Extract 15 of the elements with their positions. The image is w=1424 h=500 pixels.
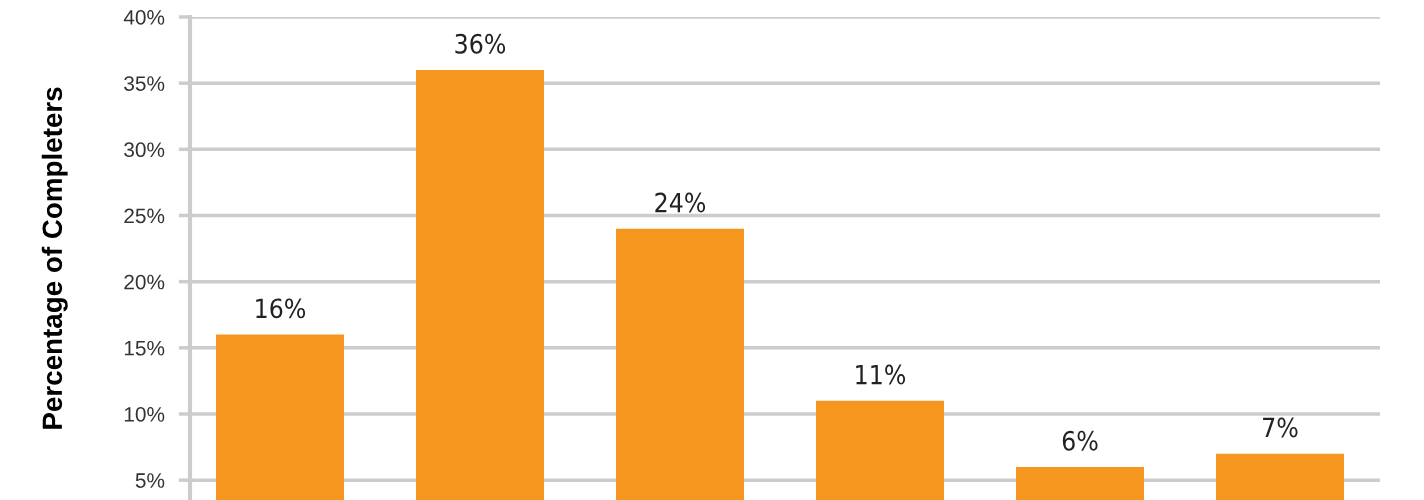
- data-label: 6%: [1062, 430, 1098, 451]
- y-axis-title: Percentage of Completers: [41, 87, 68, 429]
- data-label: 7%: [1263, 417, 1298, 438]
- y-tick-label: 30%: [124, 142, 165, 158]
- y-tick-label: 5%: [135, 473, 165, 488]
- y-tick-label: 25%: [124, 208, 165, 224]
- data-label: 24%: [655, 192, 706, 213]
- data-label: 11%: [856, 364, 906, 385]
- y-tick-label: 35%: [124, 76, 165, 91]
- y-tick-label: 40%: [123, 10, 165, 25]
- data-label: 36%: [455, 33, 506, 54]
- y-tick-label: 15%: [124, 340, 165, 356]
- data-label: 16%: [256, 298, 306, 319]
- y-tick-label: 20%: [124, 274, 165, 290]
- y-tick-label: 10%: [124, 406, 165, 422]
